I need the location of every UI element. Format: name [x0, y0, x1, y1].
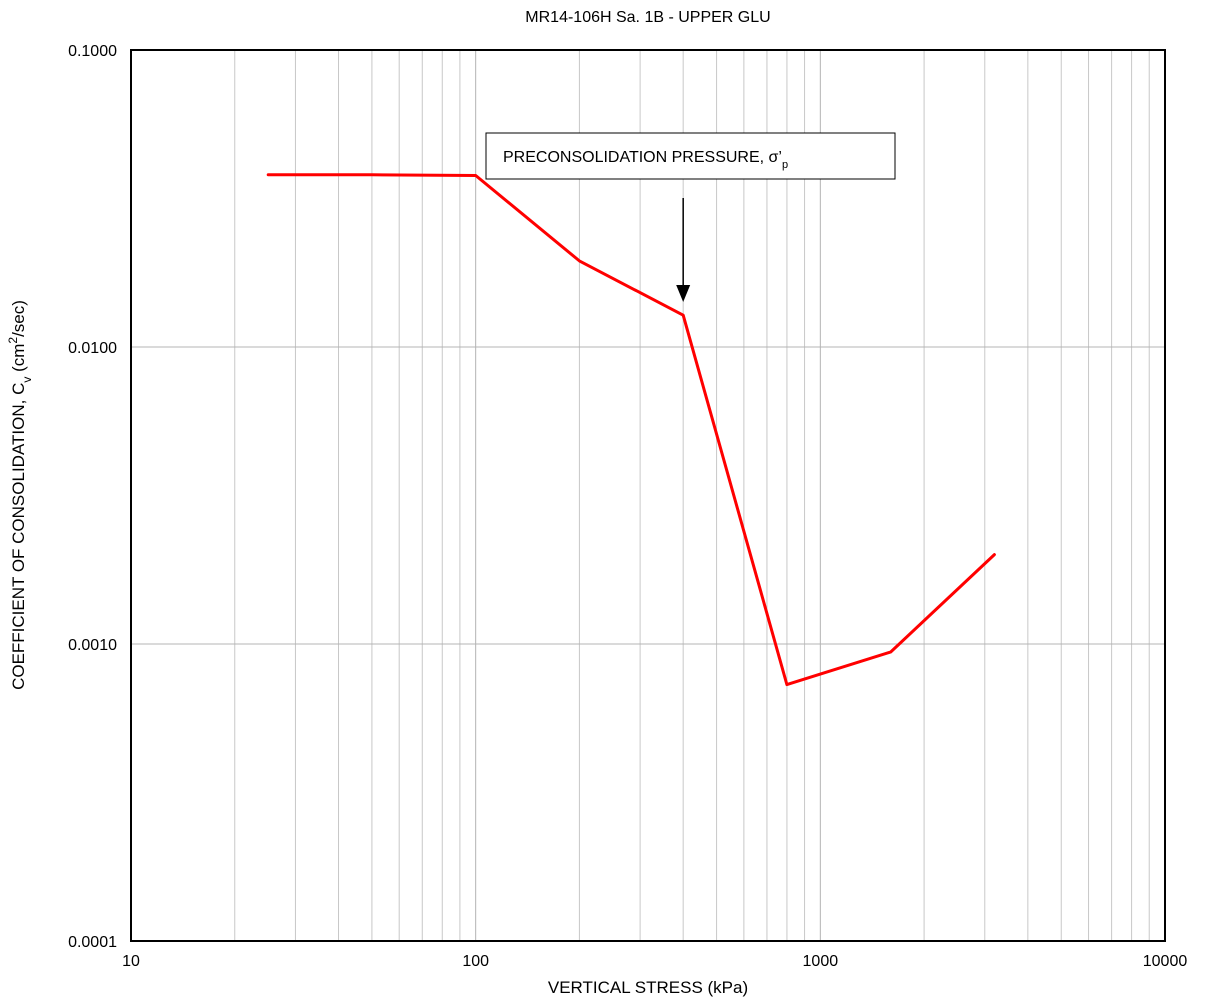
annotation-box: [485, 132, 896, 180]
y-tick-label: 0.1000: [68, 43, 117, 60]
preconsolidation-annotation: PRECONSOLIDATION PRESSURE, σ’p: [485, 132, 896, 302]
minor-x-gridlines: [234, 50, 1150, 941]
x-tick-label: 1000: [803, 953, 839, 970]
series-line: [266, 173, 996, 687]
y-tick-label: 0.0001: [68, 934, 117, 951]
y-axis-label: COEFFICIENT OF CONSOLIDATION, Cv (cm2/se…: [6, 300, 34, 690]
preconsolidation-arrow: [676, 198, 691, 302]
axis-tick-labels: 10 100 1000 10000 0.0001 0.0010 0.0100 0.1000: [68, 43, 1187, 970]
chart-title: MR14-106H Sa. 1B - UPPER GLU: [525, 9, 770, 26]
y-tick-label: 0.0100: [68, 340, 117, 357]
plot-area-frame: [130, 49, 1166, 942]
arrow-head: [676, 285, 691, 302]
x-tick-label: 100: [462, 953, 489, 970]
x-tick-label: 10000: [1143, 953, 1188, 970]
x-tick-label: 10: [122, 953, 140, 970]
annotation-text: PRECONSOLIDATION PRESSURE, σ’p: [503, 149, 788, 171]
x-axis-label: VERTICAL STRESS (kPa): [548, 978, 748, 997]
y-tick-label: 0.0010: [68, 637, 117, 654]
major-gridlines: [130, 49, 1166, 942]
data-series: [266, 173, 996, 687]
